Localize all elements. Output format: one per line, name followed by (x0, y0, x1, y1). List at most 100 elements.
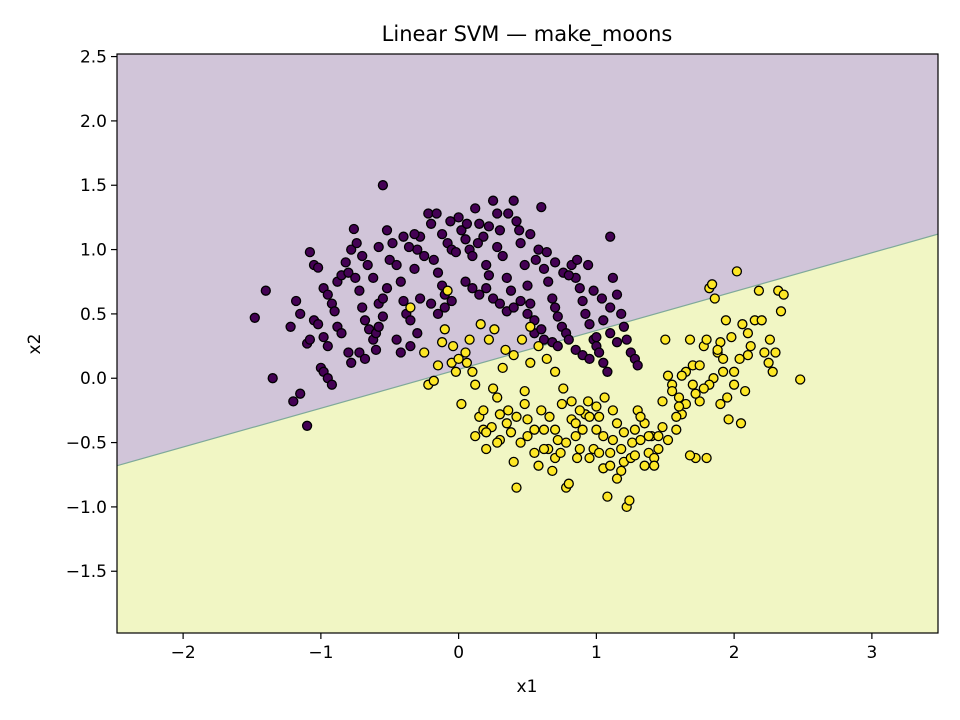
data-point-class-1 (723, 414, 734, 425)
data-point-class-1 (563, 478, 574, 489)
data-point-class-1 (734, 353, 745, 365)
data-point-class-0 (519, 259, 530, 271)
data-point-class-1 (533, 460, 544, 471)
data-point-class-0 (584, 319, 595, 330)
data-point-class-0 (343, 267, 354, 278)
data-point-class-0 (501, 272, 512, 284)
data-point-class-1 (570, 430, 581, 442)
data-point-class-0 (301, 420, 313, 431)
data-point-class-1 (450, 366, 462, 377)
data-point-class-1 (566, 396, 577, 407)
data-point-class-1 (690, 388, 701, 399)
data-point-class-0 (487, 195, 499, 206)
data-point-class-1 (571, 452, 583, 464)
data-point-class-0 (580, 308, 591, 320)
data-point-class-0 (494, 225, 506, 236)
data-point-class-0 (249, 312, 260, 323)
data-point-class-0 (312, 262, 324, 273)
data-point-class-0 (574, 283, 585, 294)
data-point-class-0 (354, 347, 365, 358)
data-point-class-1 (639, 460, 650, 471)
data-point-class-1 (558, 383, 569, 394)
data-point-class-1 (684, 450, 696, 461)
data-point-class-1 (763, 357, 774, 368)
data-point-class-1 (635, 411, 646, 422)
data-point-class-0 (605, 231, 616, 242)
data-point-class-1 (574, 405, 585, 416)
data-point-class-1 (556, 398, 568, 410)
data-point-class-1 (515, 437, 526, 448)
data-point-class-1 (503, 405, 514, 416)
data-point-class-0 (460, 276, 471, 287)
data-point-class-1 (591, 401, 602, 412)
data-point-class-0 (605, 328, 616, 339)
y-tick-label: −1.0 (66, 498, 107, 518)
data-point-class-0 (460, 234, 471, 245)
data-point-class-1 (694, 396, 705, 407)
data-point-class-0 (543, 276, 554, 287)
data-point-class-1 (525, 357, 536, 368)
data-point-class-0 (549, 302, 561, 313)
y-axis: −1.5 −1.0 −0.5 0.0 0.5 1.0 1.5 2.0 2.5 (66, 48, 117, 582)
data-point-class-1 (671, 411, 682, 422)
x-tick-label: −2 (171, 643, 196, 663)
data-point-class-1 (764, 334, 776, 345)
x-tick-label: −1 (308, 643, 333, 663)
data-point-class-1 (483, 334, 495, 345)
data-point-class-1 (770, 347, 781, 358)
data-point-class-1 (611, 418, 623, 429)
data-point-class-1 (662, 370, 674, 381)
data-point-class-0 (525, 298, 536, 309)
data-point-class-0 (445, 216, 456, 227)
data-point-class-1 (584, 452, 595, 464)
data-point-class-1 (533, 340, 544, 352)
data-point-class-0 (329, 306, 340, 317)
data-point-class-0 (492, 208, 503, 219)
data-point-class-1 (767, 366, 778, 377)
data-point-class-1 (442, 285, 453, 296)
data-point-class-0 (419, 250, 430, 262)
data-point-class-0 (536, 324, 547, 335)
decision-boundary-line (117, 233, 938, 467)
data-point-class-0 (403, 241, 415, 253)
data-point-class-0 (552, 311, 563, 322)
data-point-class-0 (563, 334, 574, 345)
data-point-class-0 (351, 237, 362, 249)
data-point-class-0 (391, 334, 402, 345)
data-point-class-0 (470, 203, 481, 214)
data-point-class-1 (731, 266, 743, 277)
data-point-class-0 (596, 293, 608, 304)
data-point-class-1 (627, 437, 638, 448)
data-point-class-1 (481, 427, 492, 438)
data-point-class-1 (742, 349, 754, 361)
data-point-class-1 (775, 306, 787, 317)
data-point-class-1 (728, 379, 740, 390)
data-point-class-0 (478, 231, 489, 242)
data-point-class-1 (432, 360, 444, 371)
data-point-class-1 (439, 324, 450, 335)
data-point-class-0 (483, 270, 495, 281)
data-point-class-0 (260, 285, 271, 296)
data-point-class-1 (726, 331, 737, 343)
data-point-class-1 (467, 366, 478, 377)
data-point-class-1 (676, 370, 687, 381)
data-point-class-0 (570, 344, 581, 356)
data-point-class-1 (649, 460, 660, 471)
data-point-class-0 (525, 228, 536, 240)
scatter-points (249, 180, 806, 513)
data-point-class-1 (405, 302, 416, 313)
chart-title: Linear SVM — make_moons (382, 22, 673, 47)
data-point-class-1 (715, 398, 726, 410)
data-point-class-1 (607, 434, 619, 446)
data-point-class-0 (616, 308, 627, 320)
data-point-class-0 (461, 218, 473, 229)
data-point-class-1 (541, 353, 552, 365)
data-point-class-0 (318, 331, 329, 343)
data-point-class-0 (618, 321, 630, 332)
data-point-class-0 (483, 221, 495, 232)
y-tick-label: 2.5 (80, 48, 107, 68)
data-point-class-1 (475, 319, 486, 330)
data-point-class-1 (657, 421, 668, 433)
data-point-class-1 (500, 344, 511, 356)
